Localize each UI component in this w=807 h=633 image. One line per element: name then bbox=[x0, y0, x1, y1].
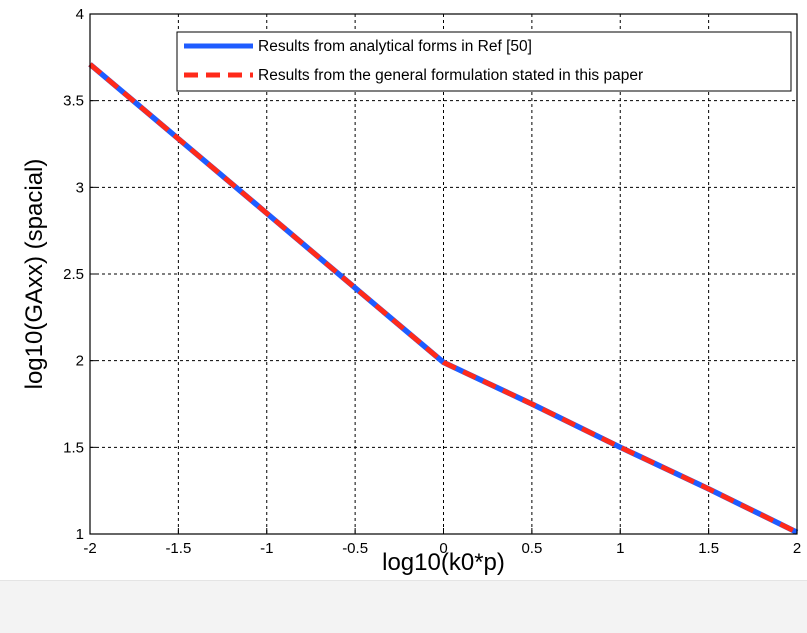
x-tick-label: -2 bbox=[83, 540, 96, 557]
y-tick-label: 1 bbox=[76, 526, 84, 543]
series-lines bbox=[88, 62, 799, 535]
x-tick-label: -1.5 bbox=[165, 540, 191, 557]
x-tick-label: -0.5 bbox=[342, 540, 368, 557]
tick-labels: -2 -1.5 -1 -0.5 0 0.5 1 1.5 2 1 1.5 2 2.5 3 3.5 4 bbox=[63, 6, 801, 557]
line-chart: -2 -1.5 -1 -0.5 0 0.5 1 1.5 2 1 1.5 2 2.5 3 3.5 4 log10… bbox=[21, 6, 801, 576]
x-tick-label: 1.5 bbox=[698, 540, 719, 557]
x-tick-label: 0.5 bbox=[521, 540, 542, 557]
y-axis-title: log10(GAxx) (spacial) bbox=[21, 159, 48, 390]
y-tick-label: 1.5 bbox=[63, 439, 84, 456]
y-tick-label: 2.5 bbox=[63, 266, 84, 283]
x-tick-label: 2 bbox=[793, 540, 801, 557]
y-tick-label: 3 bbox=[76, 179, 84, 196]
grid-lines bbox=[89, 13, 798, 535]
chart-figure: -2 -1.5 -1 -0.5 0 0.5 1 1.5 2 1 1.5 2 2.5 3 3.5 4 log10… bbox=[21, 6, 802, 576]
x-tick-label: 1 bbox=[616, 540, 624, 557]
legend-label-general-formulation: Results from the general formulation sta… bbox=[258, 67, 643, 84]
legend-label-analytical: Results from analytical forms in Ref [50… bbox=[258, 38, 532, 55]
series-line-general-formulation bbox=[88, 62, 799, 535]
x-tick-label: 0 bbox=[439, 540, 447, 557]
x-axis-title: log10(k0*p) bbox=[382, 549, 505, 576]
legend-box bbox=[176, 31, 792, 92]
y-tick-label: 4 bbox=[76, 6, 84, 23]
y-tick-label: 2 bbox=[76, 353, 84, 370]
legend: Results from analytical forms in Ref [50… bbox=[176, 31, 792, 92]
x-tick-label: -1 bbox=[260, 540, 273, 557]
footer-bar bbox=[0, 580, 807, 633]
y-tick-label: 3.5 bbox=[63, 93, 84, 110]
